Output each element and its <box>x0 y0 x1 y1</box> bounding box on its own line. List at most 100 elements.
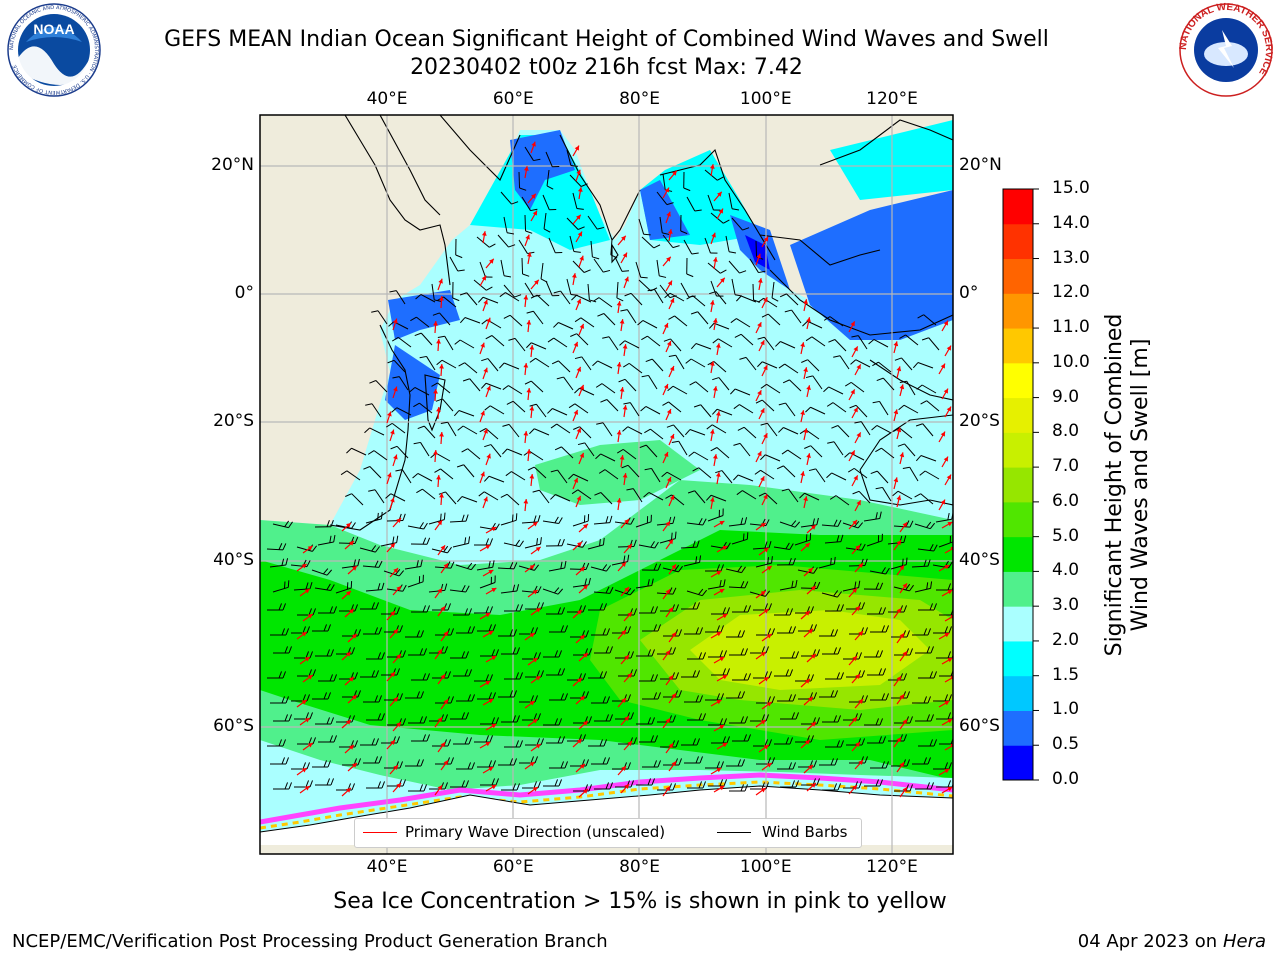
wind-barb <box>623 402 640 417</box>
wind-barb <box>518 239 535 255</box>
wind-barb <box>709 291 727 305</box>
wind-barb <box>938 535 953 548</box>
wind-barb <box>863 582 884 590</box>
wind-barb <box>587 283 597 303</box>
wind-barb <box>692 467 712 479</box>
wind-barb <box>456 464 475 478</box>
wave-arrow <box>299 588 311 597</box>
wind-barb <box>777 762 797 770</box>
wave-arrow <box>436 406 441 420</box>
wave-arrow <box>341 787 352 797</box>
wind-barb <box>734 333 754 346</box>
wind-barb <box>484 444 502 458</box>
colorbar-segment <box>1003 606 1033 642</box>
wind-barb <box>624 292 643 306</box>
wind-barb <box>566 149 578 167</box>
wave-arrow <box>755 522 767 531</box>
wind-barb <box>863 511 882 522</box>
wave-arrow <box>668 297 675 310</box>
wave-arrow <box>938 363 946 375</box>
wind-barb <box>805 375 823 390</box>
barb-legend-line <box>717 832 751 833</box>
wave-arrow <box>299 717 311 726</box>
wind-barb <box>364 427 385 436</box>
wind-barb <box>687 713 707 721</box>
wave-arrow <box>527 193 537 204</box>
wind-barb <box>570 333 589 346</box>
wave-arrow <box>800 410 805 423</box>
wind-barb <box>757 336 775 351</box>
wave-arrow <box>665 476 672 489</box>
wind-barb <box>636 717 656 725</box>
wind-barb <box>915 782 935 790</box>
wave-arrow <box>526 449 532 462</box>
wave-arrow <box>344 744 355 754</box>
wave-arrow <box>523 363 529 376</box>
wave-arrow <box>941 589 953 597</box>
wave-arrow <box>715 472 721 485</box>
wind-barb <box>819 690 839 698</box>
lon-tick-label-bottom: 80°E <box>619 857 660 877</box>
wind-barb <box>452 281 460 302</box>
wind-barb <box>915 646 935 654</box>
wind-barb <box>545 280 560 297</box>
wind-barb <box>387 359 406 373</box>
wave-arrow <box>296 631 308 640</box>
wave-arrow <box>575 231 583 243</box>
wave-arrow <box>482 766 494 774</box>
wave-arrow <box>523 166 529 179</box>
wind-barb <box>453 410 475 417</box>
wind-barb <box>866 533 883 547</box>
wave-arrow <box>578 384 585 397</box>
wind-barb <box>587 537 605 550</box>
wave-arrow <box>806 385 811 398</box>
wind-barb <box>389 290 406 305</box>
lat-tick-label-right: 0° <box>959 283 979 303</box>
wind-barb <box>590 564 611 572</box>
colorbar-segment <box>1003 745 1033 781</box>
colorbar-segment <box>1003 293 1033 329</box>
wind-barb <box>311 568 333 576</box>
wave-arrow <box>433 449 438 463</box>
wind-barb <box>870 470 889 484</box>
colorbar-tick-label: 4.0 <box>1052 560 1080 581</box>
wind-barb <box>686 588 708 597</box>
wind-barb <box>566 217 585 230</box>
wind-barb <box>824 534 844 544</box>
colorbar-tick-label: 6.0 <box>1052 490 1080 511</box>
wave-arrow <box>941 786 953 794</box>
wave-arrow <box>572 677 583 687</box>
wave-arrow <box>479 741 491 749</box>
wind-barb <box>774 608 794 616</box>
wind-barb <box>912 757 932 765</box>
wind-barb <box>610 238 618 259</box>
wind-barb <box>842 520 864 529</box>
wind-barb <box>530 294 550 307</box>
wave-arrow <box>941 320 949 332</box>
wave-arrow <box>709 497 715 510</box>
wind-barb <box>568 403 589 414</box>
wave-arrow <box>713 520 725 528</box>
wave-arrow <box>439 295 444 309</box>
wind-barb <box>529 428 550 436</box>
wave-arrow <box>716 674 728 682</box>
wave-arrow <box>386 739 396 750</box>
wave-arrow <box>941 657 953 665</box>
wave-arrow <box>572 341 579 354</box>
wind-barb <box>450 712 470 720</box>
wind-barb <box>459 292 478 306</box>
wind-barb <box>845 381 865 393</box>
wind-barb <box>383 568 405 577</box>
wave-arrow <box>482 496 488 509</box>
wind-barb <box>345 493 364 506</box>
wave-arrow <box>848 716 858 727</box>
wind-barb <box>805 336 826 347</box>
wind-barb <box>754 469 775 480</box>
wave-arrow <box>527 521 539 530</box>
lon-tick-label-top: 80°E <box>619 89 660 109</box>
wind-barb <box>776 465 796 478</box>
wind-barb <box>894 357 913 371</box>
wave-arrow <box>899 718 908 730</box>
wave-arrow <box>896 761 905 773</box>
sea-ice-note: Sea Ice Concentration > 15% is shown in … <box>333 889 947 914</box>
